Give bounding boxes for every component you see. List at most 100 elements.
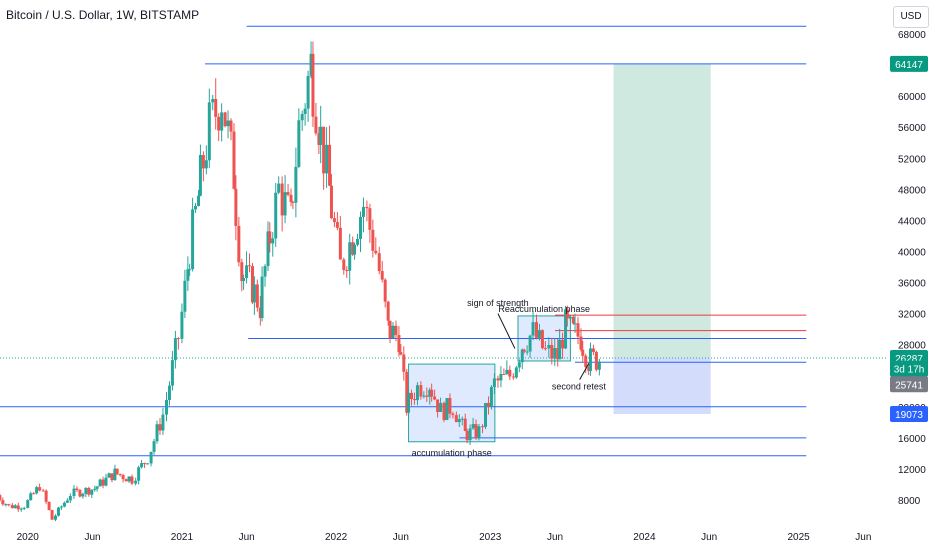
candle-body — [540, 330, 544, 349]
candle-body — [47, 501, 51, 510]
candle-body — [268, 231, 272, 244]
candle-body — [84, 488, 88, 494]
candle-body — [306, 75, 310, 109]
candle-body — [594, 351, 598, 370]
candle-body — [207, 102, 211, 161]
candle-body — [419, 385, 423, 397]
y-tick-label: 44000 — [898, 216, 926, 227]
candle-body — [588, 348, 592, 371]
y-tick-label: 56000 — [898, 123, 926, 134]
candle-body — [422, 395, 426, 397]
candle-body — [223, 112, 227, 127]
candle-body — [410, 392, 414, 400]
y-tick-label: 48000 — [898, 185, 926, 196]
candle-body — [62, 502, 66, 507]
candle-body — [353, 244, 357, 255]
price-tag-label: 25741 — [895, 380, 923, 391]
y-tick-label: 52000 — [898, 154, 926, 165]
candle-body — [550, 344, 554, 359]
accumulation-box — [408, 363, 496, 443]
candle-body — [309, 53, 313, 76]
candle-body — [338, 227, 342, 260]
candle-body — [1, 500, 5, 505]
x-tick-label: 2021 — [171, 532, 194, 543]
candle-body — [167, 385, 171, 400]
candle-body — [407, 392, 411, 413]
candle-body — [471, 424, 475, 429]
currency-selector[interactable]: USD — [893, 6, 929, 28]
candle-body — [492, 378, 496, 387]
candle-body — [81, 493, 85, 497]
candle-body — [10, 504, 14, 509]
candle-body — [29, 493, 33, 501]
candle-body — [137, 467, 141, 481]
candle-body — [294, 166, 298, 203]
candle-body — [303, 108, 307, 115]
candle-body — [280, 183, 284, 216]
candle-body — [183, 280, 187, 312]
candle-body — [597, 361, 601, 370]
candle-body — [520, 349, 524, 363]
y-tick-label: 32000 — [898, 310, 926, 321]
candle-body — [535, 322, 538, 338]
x-tick-label: 2025 — [787, 532, 810, 543]
candle-body — [380, 271, 384, 280]
candle-body — [237, 225, 241, 263]
candle-body — [388, 320, 392, 339]
candle-body — [274, 192, 278, 239]
candle-body — [383, 279, 387, 302]
price-tag-2 — [890, 360, 928, 377]
candle-body — [425, 395, 429, 397]
candle-body — [412, 399, 416, 401]
candle-body — [402, 354, 406, 372]
candle-body — [26, 500, 30, 508]
candle-body — [576, 323, 580, 337]
candle-body — [439, 402, 443, 413]
candle-body — [98, 479, 102, 487]
candle-body — [194, 205, 198, 210]
y-tick-label: 8000 — [898, 496, 921, 507]
candle-body — [180, 311, 184, 339]
candle-body — [325, 144, 329, 174]
candle-body — [547, 344, 551, 349]
candle-body — [581, 349, 585, 356]
candle-body — [359, 216, 363, 239]
price-tag-label: 26287 — [895, 354, 923, 365]
x-tick-label: Jun — [855, 532, 871, 543]
candle-body — [543, 348, 547, 350]
price-tag-3 — [890, 376, 928, 393]
candle-body — [211, 98, 215, 103]
symbol-title: Bitcoin / U.S. Dollar, 1W, BITSTAMP — [6, 8, 200, 22]
candle-body — [368, 208, 372, 230]
candle-body — [573, 323, 577, 325]
candle-body — [436, 399, 440, 413]
candle-body — [107, 473, 111, 478]
candle-body — [561, 339, 565, 349]
candle-body — [113, 468, 117, 481]
y-tick-label: 36000 — [898, 279, 926, 290]
candle-body — [286, 192, 290, 195]
candle-body — [399, 352, 403, 355]
candle-body — [44, 490, 48, 502]
candle-body — [448, 398, 452, 414]
candle-body — [477, 426, 481, 439]
candle-body — [584, 355, 588, 368]
candle-body — [7, 504, 11, 506]
candle-body — [428, 389, 432, 397]
candle-body — [460, 418, 464, 420]
candle-body — [291, 201, 295, 203]
candle-body — [186, 269, 190, 281]
candle-body — [152, 441, 156, 452]
price-tag-label: 3d 17h — [894, 365, 925, 376]
candle-body — [226, 120, 230, 127]
candle-body — [481, 426, 485, 428]
candle-body — [93, 488, 97, 490]
x-tick-label: Jun — [84, 532, 100, 543]
candle-body — [568, 316, 572, 319]
y-tick-label: 12000 — [898, 465, 926, 476]
x-tick-label: 2024 — [633, 532, 656, 543]
candle-body — [348, 242, 352, 271]
candle-body — [283, 192, 287, 216]
candle-body — [297, 120, 301, 167]
